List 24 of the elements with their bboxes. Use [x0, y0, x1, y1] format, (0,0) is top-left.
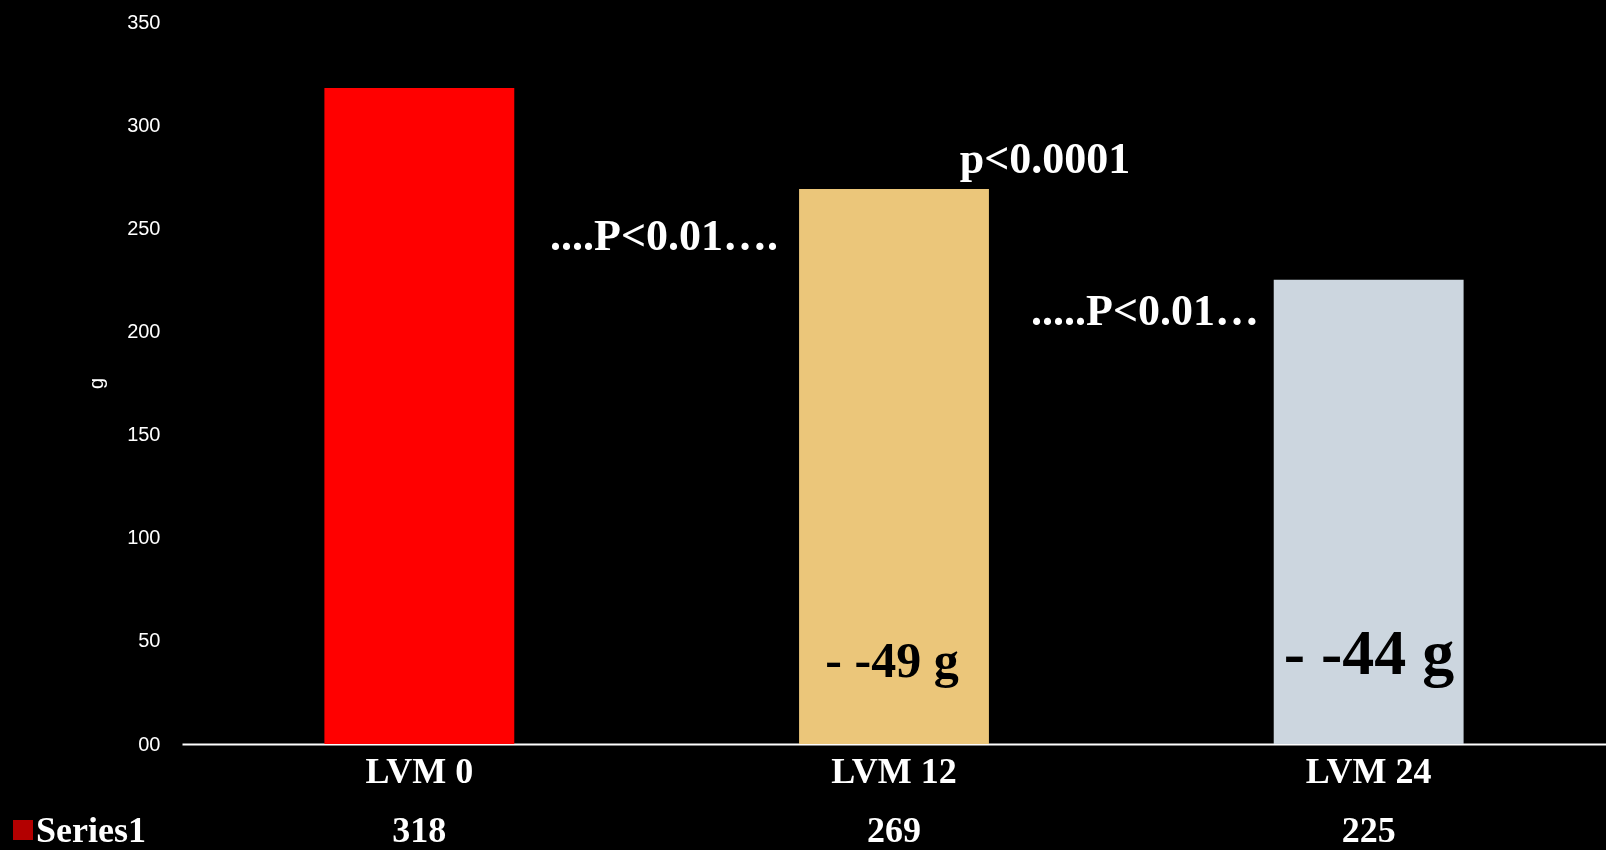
y-tick-label: 300: [127, 113, 161, 136]
bar: [324, 88, 515, 744]
y-tick-label: 100: [127, 526, 161, 549]
annotation: - -49 g: [825, 632, 959, 688]
y-tick-label: 200: [127, 319, 161, 342]
y-tick-label: 00: [138, 732, 161, 755]
data-label: 269: [867, 810, 921, 850]
bar: [1273, 279, 1464, 744]
bar: [799, 189, 989, 744]
y-tick-label: 350: [127, 10, 161, 33]
data-label: 318: [392, 810, 447, 850]
y-tick-label: 150: [127, 423, 161, 446]
data-label: 225: [1341, 810, 1396, 850]
y-tick-label: 50: [138, 629, 161, 652]
y-axis-title: g: [85, 377, 108, 390]
x-tick-label: LVM 24: [1305, 750, 1432, 791]
annotation: - -44 g: [1283, 617, 1455, 688]
y-tick-label: 250: [127, 216, 161, 239]
annotation: ....P<0.01….: [550, 211, 778, 260]
annotation: .....P<0.01…: [1031, 286, 1259, 335]
legend-label: Series1: [36, 810, 146, 850]
x-tick-label: LVM 0: [365, 750, 474, 791]
x-tick-label: LVM 12: [831, 750, 957, 791]
annotation: p<0.0001: [959, 134, 1131, 183]
